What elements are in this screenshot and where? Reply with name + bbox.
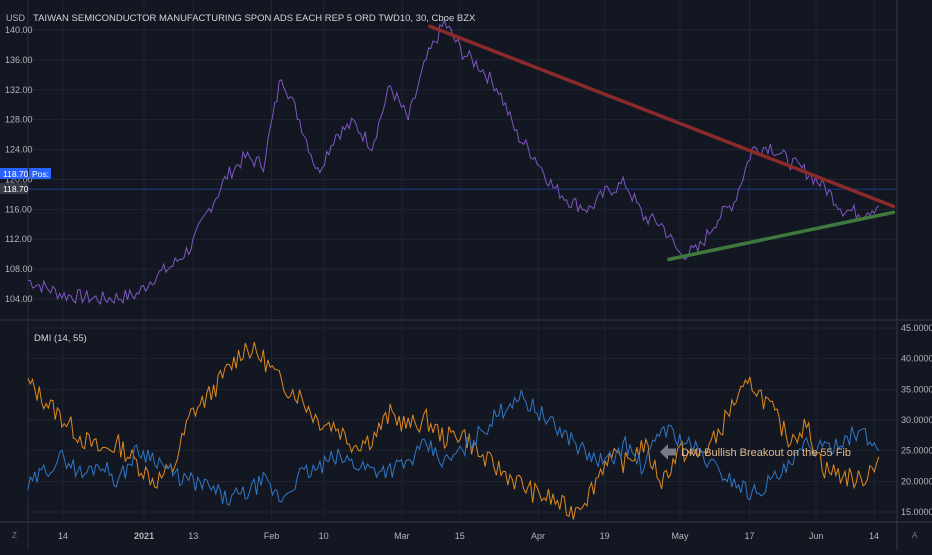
x-tick-label: 17 [744,531,754,541]
timezone-toggle[interactable]: Z [12,531,17,540]
last-price-box [0,183,28,194]
position-value-box [0,168,28,179]
dmi-tick-label: 15.0000 [901,507,932,517]
price-tick-label: 136.00 [5,55,33,65]
dmi-tick-label: 35.0000 [901,384,932,394]
time-axis[interactable]: 14 2021 13 Feb 10 Mar 15 Apr 19 May 17 Jun 14 [58,531,879,541]
dmi-axis[interactable]: 45.0000 40.0000 35.0000 30.0000 25.0000 20.00… [901,323,932,517]
dmi-tick-label: 20.0000 [901,476,932,486]
annotation-text: DMI Bullish Breakout on the 55 Fib [681,447,851,459]
price-tick-label: 132.00 [5,85,33,95]
x-tick-label: Feb [264,531,280,541]
price-tick-label: 120.00 [5,174,33,184]
dmi-indicator-label[interactable]: DMI (14, 55) [34,333,87,344]
price-tick-label: 108.00 [5,264,33,274]
x-tick-label: 19 [600,531,610,541]
position-value: 118.70 [3,169,29,179]
dmi-horizontal-gridlines [28,327,897,513]
auto-scale-toggle[interactable]: A [912,531,918,540]
price-tick-label: 112.00 [5,234,32,244]
dmi-plus-line [27,389,880,506]
last-price-tag: 118.70 [0,183,29,194]
position-tag[interactable]: 118.70 Pos: [0,168,51,179]
x-tick-label: Jun [809,531,824,541]
price-horizontal-gridlines [28,29,897,300]
position-label: Pos: [32,169,49,179]
x-tick-label: 10 [319,531,329,541]
x-tick-label: Apr [531,531,545,541]
currency-label: USD [6,13,26,23]
x-tick-label: May [671,531,689,541]
price-tick-label: 128.00 [5,115,33,125]
left-arrow-icon [660,444,676,460]
x-tick-label: 15 [455,531,465,541]
chart-title[interactable]: TAIWAN SEMICONDUCTOR MANUFACTURING SPON … [33,13,476,24]
last-price-value: 118.70 [3,184,29,194]
x-tick-label: 13 [188,531,198,541]
dmi-tick-label: 45.0000 [901,323,932,333]
price-tick-label: 116.00 [5,204,32,214]
dmi-tick-label: 25.0000 [901,446,932,456]
position-label-box [29,168,51,179]
x-tick-label: 14 [58,531,68,541]
price-tick-label: 140.00 [5,25,33,35]
x-tick-label: 14 [869,531,879,541]
dmi-tick-label: 40.0000 [901,354,932,364]
annotation[interactable]: DMI Bullish Breakout on the 55 Fib [660,444,851,460]
support-trendline[interactable] [667,210,896,262]
price-axis[interactable]: 140.00 136.00 132.00 128.00 124.00 120.00 116.… [5,25,33,304]
resistance-trendline[interactable] [428,24,896,209]
price-tick-label: 104.00 [5,294,33,304]
x-tick-label: Mar [394,531,410,541]
dmi-tick-label: 30.0000 [901,415,932,425]
x-tick-label: 2021 [134,531,154,541]
price-series-line [27,18,880,305]
price-tick-label: 124.00 [5,145,33,155]
